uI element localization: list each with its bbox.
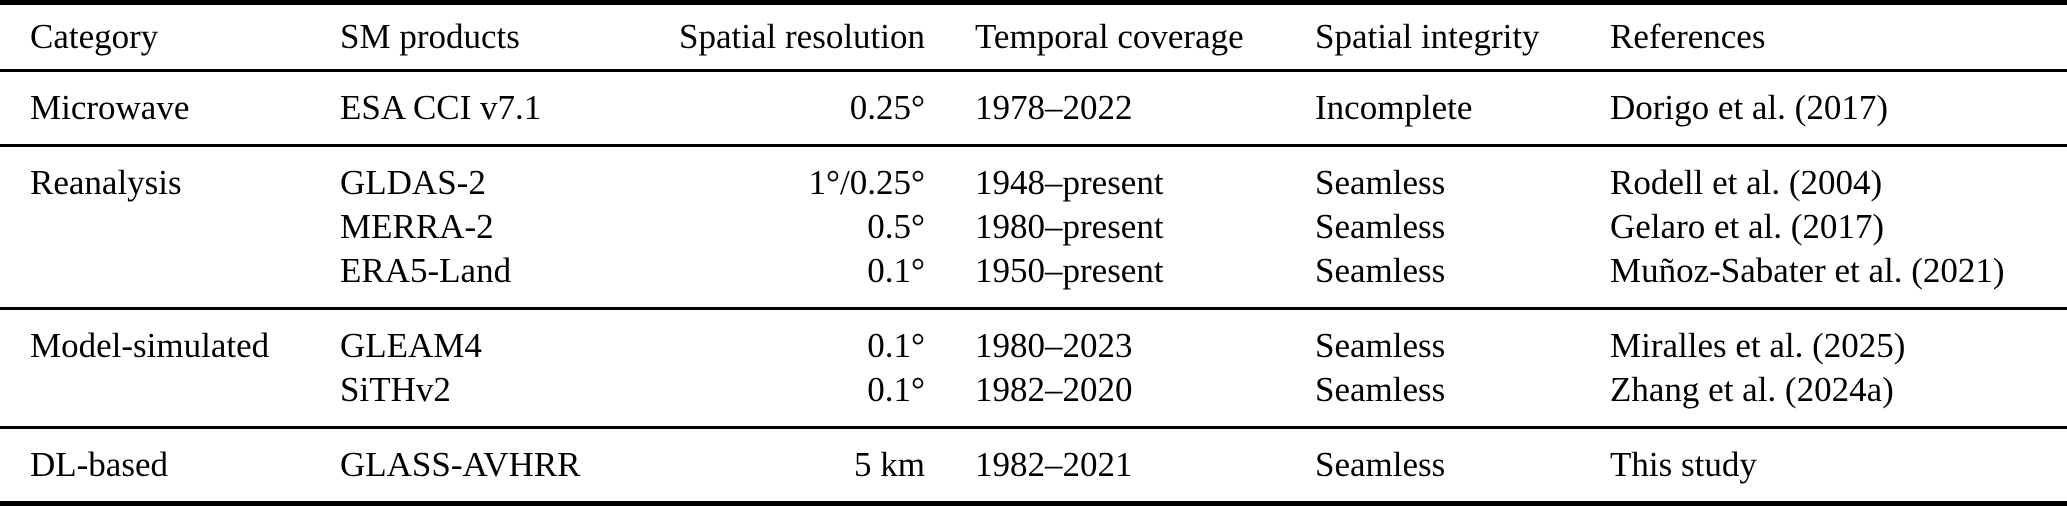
cell-resolution: 5 km: [854, 445, 925, 484]
cell-product: GLEAM4: [340, 326, 482, 365]
section-dl-based: DL-based GLASS-AVHRR 5 km 1982–2021 Seamless…: [0, 427, 2067, 504]
cell-references: Zhang et al. (2024a): [1610, 370, 1894, 409]
table-row: MERRA-2 0.5° 1980–present Seamless Gelaro et…: [0, 205, 2067, 249]
cell-integrity: Seamless: [1315, 370, 1446, 409]
column-header-category: Category: [30, 17, 159, 56]
cell-product: MERRA-2: [340, 207, 494, 246]
cell-product: ESA CCI v7.1: [340, 88, 542, 127]
section-model-simulated: Model-simulated GLEAM4 0.1° 1980–2023 Seamle…: [0, 308, 2067, 428]
table-header: Category SM products Spatial resolution Tem…: [0, 3, 2067, 71]
cell-category: [0, 368, 340, 428]
cell-integrity: Seamless: [1315, 207, 1446, 246]
cell-coverage: 1948–present: [975, 163, 1164, 202]
table-row: Microwave ESA CCI v7.1 0.25° 1978–2022 Incom…: [0, 71, 2067, 146]
cell-category: [0, 205, 340, 249]
cell-category: [0, 249, 340, 309]
column-header-coverage: Temporal coverage: [975, 17, 1244, 56]
cell-references: Muñoz-Sabater et al. (2021): [1610, 251, 2005, 290]
cell-resolution: 0.1°: [867, 251, 925, 290]
cell-resolution: 1°/0.25°: [808, 163, 925, 202]
table-row: Model-simulated GLEAM4 0.1° 1980–2023 Seamle…: [0, 309, 2067, 369]
cell-integrity: Seamless: [1315, 326, 1446, 365]
cell-coverage: 1980–present: [975, 207, 1164, 246]
column-header-resolution: Spatial resolution: [679, 17, 925, 56]
table-row: Reanalysis GLDAS-2 1°/0.25° 1948–present Sea…: [0, 146, 2067, 206]
cell-references: Dorigo et al. (2017): [1610, 88, 1888, 127]
cell-category: DL-based: [30, 445, 169, 484]
cell-product: SiTHv2: [340, 370, 451, 409]
cell-resolution: 0.1°: [867, 326, 925, 365]
column-header-product: SM products: [340, 17, 520, 56]
cell-integrity: Seamless: [1315, 251, 1446, 290]
cell-integrity: Incomplete: [1315, 88, 1473, 127]
header-row: Category SM products Spatial resolution Tem…: [0, 3, 2067, 71]
cell-coverage: 1982–2020: [975, 370, 1133, 409]
section-reanalysis: Reanalysis GLDAS-2 1°/0.25° 1948–present Sea…: [0, 145, 2067, 309]
table-row: DL-based GLASS-AVHRR 5 km 1982–2021 Seamless…: [0, 428, 2067, 504]
column-header-integrity: Spatial integrity: [1315, 17, 1540, 56]
cell-references: Rodell et al. (2004): [1610, 163, 1883, 202]
cell-category: Model-simulated: [30, 326, 270, 365]
section-microwave: Microwave ESA CCI v7.1 0.25° 1978–2022 Incom…: [0, 71, 2067, 146]
cell-coverage: 1980–2023: [975, 326, 1133, 365]
cell-references: Gelaro et al. (2017): [1610, 207, 1885, 246]
cell-references: This study: [1610, 445, 1757, 484]
cell-resolution: 0.25°: [849, 88, 925, 127]
cell-resolution: 0.1°: [867, 370, 925, 409]
cell-integrity: Seamless: [1315, 163, 1446, 202]
cell-coverage: 1950–present: [975, 251, 1164, 290]
cell-coverage: 1978–2022: [975, 88, 1133, 127]
cell-resolution: 0.5°: [867, 207, 925, 246]
table-row: ERA5-Land 0.1° 1950–present Seamless Muñoz-S…: [0, 249, 2067, 309]
cell-references: Miralles et al. (2025): [1610, 326, 1906, 365]
cell-product: GLDAS-2: [340, 163, 486, 202]
cell-product: GLASS-AVHRR: [340, 445, 581, 484]
cell-coverage: 1982–2021: [975, 445, 1133, 484]
column-header-references: References: [1610, 17, 1766, 56]
cell-integrity: Seamless: [1315, 445, 1446, 484]
table-row: SiTHv2 0.1° 1982–2020 Seamless Zhang et al. …: [0, 368, 2067, 428]
cell-category: Reanalysis: [30, 163, 182, 202]
cell-product: ERA5-Land: [340, 251, 512, 290]
cell-category: Microwave: [30, 88, 190, 127]
